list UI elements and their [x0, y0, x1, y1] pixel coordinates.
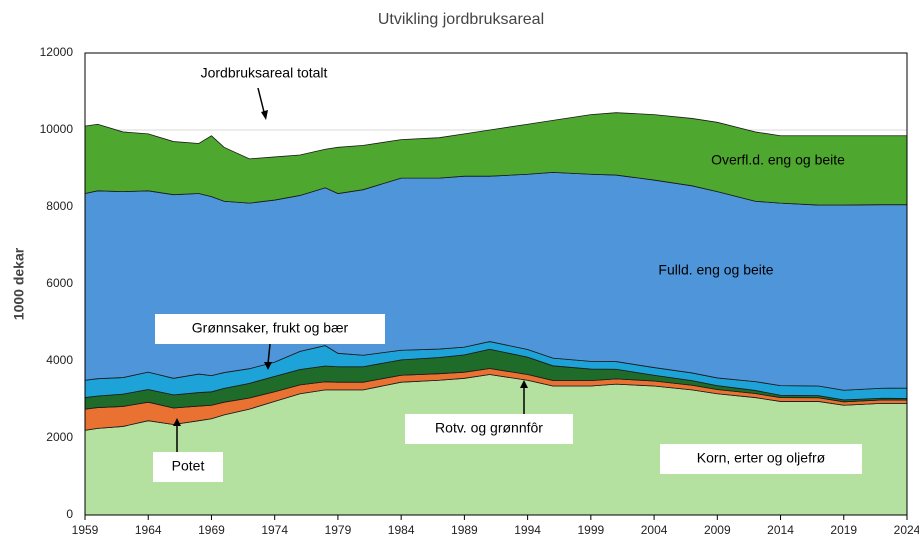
- y-tick-label: 8000: [46, 199, 73, 213]
- arrow-head: [520, 380, 528, 388]
- arrow-head: [173, 418, 181, 426]
- label-box: [153, 452, 223, 482]
- y-tick-label: 6000: [46, 276, 73, 290]
- arrow: [267, 343, 271, 365]
- x-tick-label: 1999: [577, 523, 604, 537]
- x-tick-label: 1959: [72, 523, 99, 537]
- x-tick-label: 1974: [261, 523, 288, 537]
- y-tick-label: 4000: [46, 353, 73, 367]
- y-tick-label: 0: [66, 507, 73, 521]
- x-tick-label: 1964: [135, 523, 162, 537]
- series-label: Rotv. og grønnfôr: [435, 420, 543, 436]
- x-tick-label: 1989: [451, 523, 478, 537]
- y-tick-label: 12000: [40, 45, 74, 59]
- x-tick-label: 2019: [830, 523, 857, 537]
- x-tick-label: 1984: [388, 523, 415, 537]
- arrow-head: [261, 110, 268, 120]
- x-tick-label: 2004: [641, 523, 668, 537]
- arrow-head: [264, 362, 272, 370]
- label-box: [660, 444, 862, 474]
- series-label: Fulld. eng og beite: [658, 262, 773, 278]
- label-box: [405, 414, 573, 444]
- series-label: Potet: [172, 458, 205, 474]
- series-label: Overfl.d. eng og beite: [711, 152, 845, 168]
- y-tick-label: 10000: [40, 122, 74, 136]
- chart-title: Utvikling jordbruksareal: [378, 11, 544, 28]
- x-tick-label: 1979: [325, 523, 352, 537]
- y-tick-label: 2000: [46, 430, 73, 444]
- label-box: [155, 314, 385, 344]
- annotation: Jordbruksareal totalt: [201, 65, 328, 81]
- x-tick-label: 2009: [704, 523, 731, 537]
- areas: [84, 112, 908, 516]
- x-tick-label: 2024: [894, 523, 919, 537]
- x-tick-label: 1969: [198, 523, 225, 537]
- series-label: Grønnsaker, frukt og bær: [192, 320, 349, 336]
- plot-frame: [84, 52, 908, 516]
- series-label: Korn, erter og oljefrø: [697, 450, 826, 466]
- x-tick-label: 2014: [767, 523, 794, 537]
- labels: Jordbruksareal totalt Overfl.d. eng og b…: [153, 65, 862, 482]
- y-axis-label: 1000 dekar: [11, 247, 27, 320]
- x-tick-label: 1994: [514, 523, 541, 537]
